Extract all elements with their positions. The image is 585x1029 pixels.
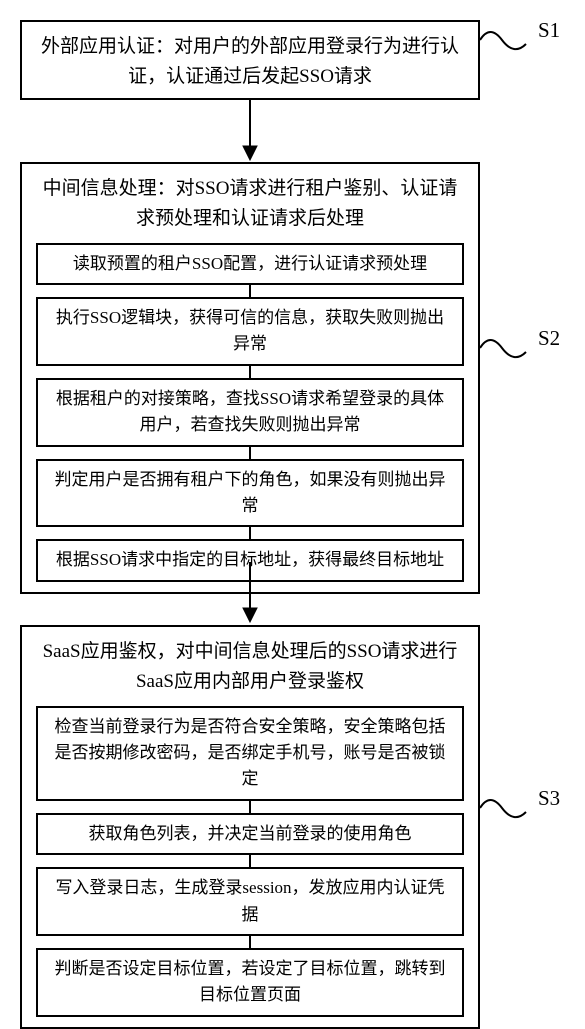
s2-item: 根据租户的对接策略，查找SSO请求希望登录的具体用户，若查找失败则抛出异常: [36, 378, 464, 447]
step-s3-box: SaaS应用鉴权，对中间信息处理后的SSO请求进行SaaS应用内部用户登录鉴权 …: [20, 625, 480, 1029]
label-s1: S1: [538, 18, 560, 43]
step-s2-title: 中间信息处理：对SSO请求进行租户鉴别、认证请求预处理和认证请求后处理: [36, 174, 464, 235]
step-s3-title: SaaS应用鉴权，对中间信息处理后的SSO请求进行SaaS应用内部用户登录鉴权: [36, 637, 464, 698]
label-s3: S3: [538, 786, 560, 811]
flowchart-container: 外部应用认证：对用户的外部应用登录行为进行认证，认证通过后发起SSO请求 S1 …: [0, 0, 585, 1000]
wavy-s3: [478, 790, 533, 830]
step-s3-inner-stack: 检查当前登录行为是否符合安全策略，安全策略包括是否按期修改密码，是否绑定手机号，…: [36, 706, 464, 1017]
s3-item: 检查当前登录行为是否符合安全策略，安全策略包括是否按期修改密码，是否绑定手机号，…: [36, 706, 464, 801]
s2-item: 读取预置的租户SSO配置，进行认证请求预处理: [36, 243, 464, 285]
step-s2-inner-stack: 读取预置的租户SSO配置，进行认证请求预处理 执行SSO逻辑块，获得可信的信息，…: [36, 243, 464, 582]
step-s1-title: 外部应用认证：对用户的外部应用登录行为进行认证，认证通过后发起SSO请求: [36, 32, 464, 93]
connector: [249, 936, 251, 948]
connector: [249, 527, 251, 539]
label-s2: S2: [538, 326, 560, 351]
s3-item: 写入登录日志，生成登录session，发放应用内认证凭据: [36, 867, 464, 936]
arrow-s2-s3: [240, 562, 260, 624]
arrow-s1-s2: [240, 100, 260, 162]
connector: [249, 285, 251, 297]
wavy-s2: [478, 330, 533, 370]
step-s2-box: 中间信息处理：对SSO请求进行租户鉴别、认证请求预处理和认证请求后处理 读取预置…: [20, 162, 480, 594]
connector: [249, 447, 251, 459]
s2-item: 执行SSO逻辑块，获得可信的信息，获取失败则抛出异常: [36, 297, 464, 366]
wavy-s1: [478, 22, 533, 62]
s2-item: 判定用户是否拥有租户下的角色，如果没有则抛出异常: [36, 459, 464, 528]
connector: [249, 366, 251, 378]
connector: [249, 855, 251, 867]
s3-item: 获取角色列表，并决定当前登录的使用角色: [36, 813, 464, 855]
s3-item: 判断是否设定目标位置，若设定了目标位置，跳转到目标位置页面: [36, 948, 464, 1017]
step-s1-box: 外部应用认证：对用户的外部应用登录行为进行认证，认证通过后发起SSO请求: [20, 20, 480, 100]
connector: [249, 801, 251, 813]
